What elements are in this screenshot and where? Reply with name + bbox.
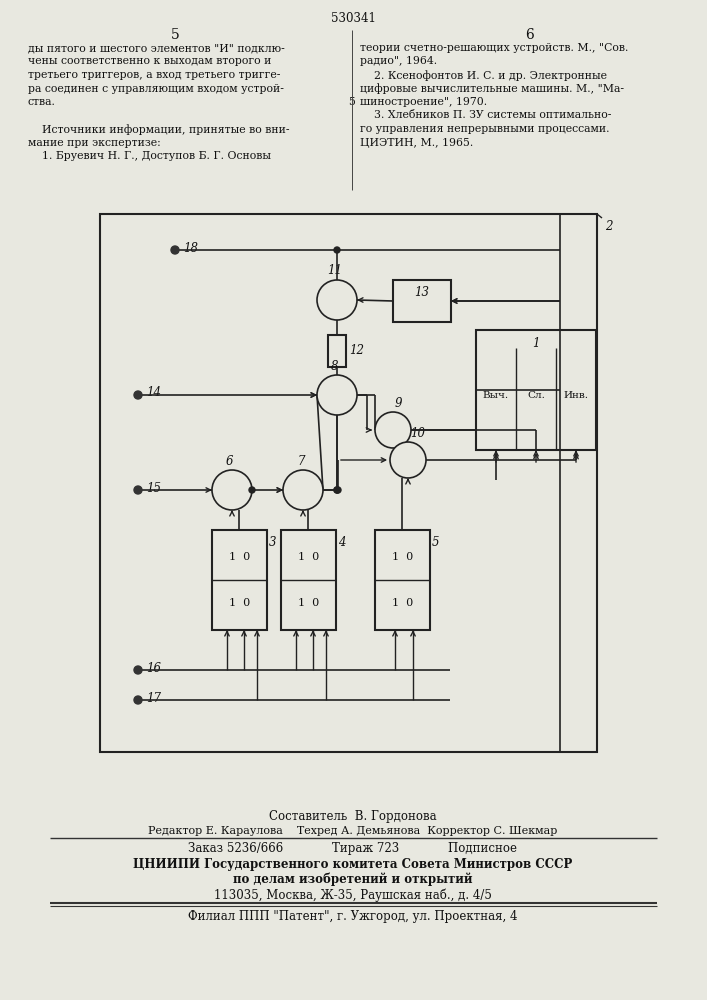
Text: 2. Ксенофонтов И. С. и др. Электронные: 2. Ксенофонтов И. С. и др. Электронные: [360, 70, 607, 81]
Circle shape: [134, 666, 142, 674]
Text: Редактор Е. Караулова    Техред А. Демьянова  Корректор С. Шекмар: Редактор Е. Караулова Техред А. Демьянов…: [148, 826, 558, 836]
Text: Сл.: Сл.: [527, 391, 545, 400]
Text: Составитель  В. Гордонова: Составитель В. Гордонова: [269, 810, 437, 823]
Text: 15: 15: [146, 482, 161, 494]
Circle shape: [212, 470, 252, 510]
Text: Филиал ППП "Патент", г. Ужгород, ул. Проектная, 4: Филиал ППП "Патент", г. Ужгород, ул. Про…: [188, 910, 518, 923]
Text: 5: 5: [170, 28, 180, 42]
Text: чены соответственно к выходам второго и: чены соответственно к выходам второго и: [28, 56, 271, 66]
Circle shape: [134, 391, 142, 399]
Text: Инв.: Инв.: [563, 391, 588, 400]
Bar: [476, 330, 596, 450]
Circle shape: [317, 280, 357, 320]
Text: теории счетно-решающих устройств. М., "Сов.: теории счетно-решающих устройств. М., "С…: [360, 43, 629, 53]
Circle shape: [375, 412, 411, 448]
Text: мание при экспертизе:: мание при экспертизе:: [28, 137, 160, 147]
Circle shape: [283, 470, 323, 510]
Circle shape: [171, 246, 179, 254]
Text: 7: 7: [297, 455, 305, 468]
Circle shape: [249, 487, 255, 493]
Text: 1  0: 1 0: [298, 598, 319, 608]
Circle shape: [334, 487, 340, 493]
Text: ЦИЭТИН, М., 1965.: ЦИЭТИН, М., 1965.: [360, 137, 473, 147]
Bar: [100, 214, 597, 752]
Text: 6: 6: [525, 28, 534, 42]
Text: третьего триггеров, а вход третьего тригге-: третьего триггеров, а вход третьего триг…: [28, 70, 281, 80]
Text: 1  0: 1 0: [298, 552, 319, 562]
Text: 11: 11: [327, 264, 342, 277]
Text: 1  0: 1 0: [392, 552, 413, 562]
Text: ды пятого и шестого элементов "И" подклю-: ды пятого и шестого элементов "И" подклю…: [28, 43, 285, 53]
Text: 17: 17: [146, 692, 161, 704]
Text: по делам изобретений и открытий: по делам изобретений и открытий: [233, 873, 473, 886]
Text: 8: 8: [332, 360, 339, 373]
Text: 1  0: 1 0: [229, 552, 250, 562]
Text: 3: 3: [269, 536, 276, 549]
Text: 16: 16: [146, 662, 161, 674]
Circle shape: [134, 486, 142, 494]
Text: радио", 1964.: радио", 1964.: [360, 56, 437, 66]
Text: Заказ 5236/666             Тираж 723             Подписное: Заказ 5236/666 Тираж 723 Подписное: [189, 842, 518, 855]
Text: 113035, Москва, Ж-35, Раушская наб., д. 4/5: 113035, Москва, Ж-35, Раушская наб., д. …: [214, 888, 492, 902]
Text: 4: 4: [338, 536, 346, 549]
Text: 5: 5: [432, 536, 440, 549]
Text: 1: 1: [532, 337, 539, 350]
Text: 3. Хлебников П. ЗУ системы оптимально-: 3. Хлебников П. ЗУ системы оптимально-: [360, 110, 612, 120]
Text: 1  0: 1 0: [229, 598, 250, 608]
Bar: [375, 530, 430, 630]
Circle shape: [134, 696, 142, 704]
Text: цифровые вычислительные машины. М., "Ма-: цифровые вычислительные машины. М., "Ма-: [360, 84, 624, 94]
Bar: [393, 280, 451, 322]
Text: 530341: 530341: [331, 12, 375, 25]
Text: 18: 18: [183, 241, 198, 254]
Text: 13: 13: [414, 286, 429, 299]
Circle shape: [390, 442, 426, 478]
Text: Источники информации, принятые во вни-: Источники информации, принятые во вни-: [28, 124, 289, 135]
Text: 1  0: 1 0: [392, 598, 413, 608]
Text: ства.: ства.: [28, 97, 56, 107]
Text: 5: 5: [349, 97, 356, 107]
Circle shape: [317, 375, 357, 415]
Text: 2: 2: [605, 220, 612, 233]
Text: ЦНИИПИ Государственного комитета Совета Министров СССР: ЦНИИПИ Государственного комитета Совета …: [134, 858, 573, 871]
Bar: [328, 335, 346, 367]
Text: Выч.: Выч.: [483, 391, 509, 400]
Text: 10: 10: [410, 427, 425, 440]
Text: шиностроение", 1970.: шиностроение", 1970.: [360, 97, 487, 107]
Bar: [212, 530, 267, 630]
Text: 12: 12: [349, 344, 364, 358]
Circle shape: [335, 487, 341, 493]
Circle shape: [334, 247, 340, 253]
Text: ра соединен с управляющим входом устрой-: ра соединен с управляющим входом устрой-: [28, 84, 284, 94]
Text: 9: 9: [395, 397, 402, 410]
Text: 6: 6: [226, 455, 233, 468]
Text: 14: 14: [146, 386, 161, 399]
Text: го управления непрерывными процессами.: го управления непрерывными процессами.: [360, 124, 609, 134]
Text: 1. Бруевич Н. Г., Доступов Б. Г. Основы: 1. Бруевич Н. Г., Доступов Б. Г. Основы: [28, 151, 271, 161]
Bar: [281, 530, 336, 630]
Circle shape: [334, 487, 340, 493]
